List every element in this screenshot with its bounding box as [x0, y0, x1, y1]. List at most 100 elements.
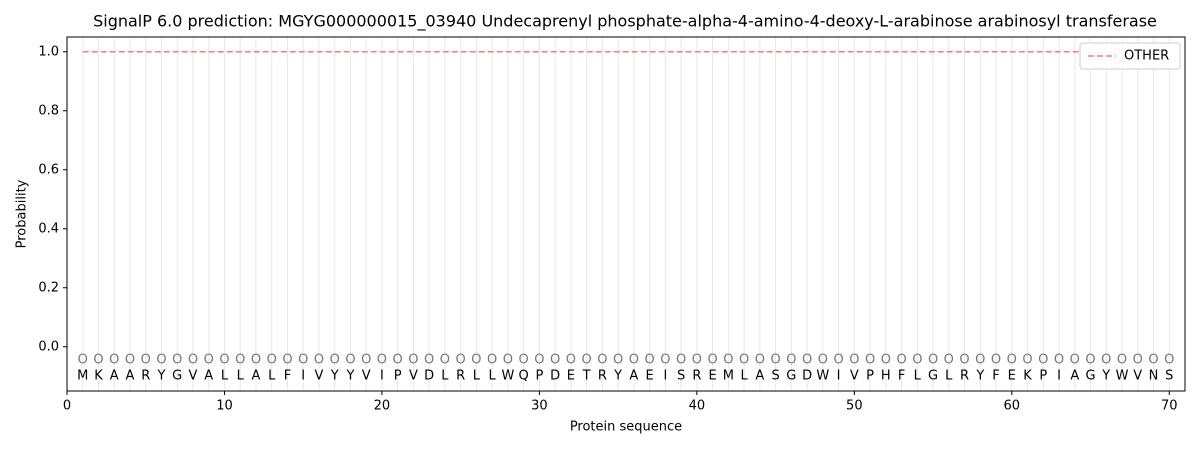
residue-label: G: [1085, 369, 1095, 384]
state-label: O: [1038, 353, 1048, 368]
residue-label: A: [1070, 369, 1079, 384]
state-label: O: [597, 353, 607, 368]
y-tick-label: 0.4: [38, 221, 59, 236]
state-label: O: [456, 353, 466, 368]
state-label: O: [408, 353, 418, 368]
residue-label: V: [409, 369, 418, 384]
residue-label: V: [1133, 369, 1142, 384]
residue-label: S: [677, 369, 685, 384]
state-label: O: [818, 353, 828, 368]
state-label: O: [1148, 353, 1158, 368]
residue-label: G: [928, 369, 938, 384]
residue-label: V: [850, 369, 859, 384]
residue-label: R: [692, 369, 701, 384]
state-label: O: [471, 353, 481, 368]
state-label: O: [267, 353, 277, 368]
state-label: O: [1022, 353, 1032, 368]
residue-label: S: [771, 369, 779, 384]
state-label: O: [975, 353, 985, 368]
y-tick-label: 0.8: [38, 103, 59, 118]
residue-label: L: [740, 369, 748, 384]
residue-label: P: [535, 369, 543, 384]
residue-label: D: [424, 369, 434, 384]
state-label: O: [912, 353, 922, 368]
chart-title: SignalP 6.0 prediction: MGYG000000015_03…: [93, 12, 1157, 32]
residue-label: A: [629, 369, 638, 384]
residue-label: S: [1165, 369, 1173, 384]
y-tick-label: 1.0: [38, 44, 59, 59]
state-label: O: [676, 353, 686, 368]
residue-label: M: [77, 369, 88, 384]
state-label: O: [959, 353, 969, 368]
state-label: O: [109, 353, 119, 368]
state-label: O: [1054, 353, 1064, 368]
residue-label: T: [582, 369, 591, 384]
residue-label: G: [172, 369, 182, 384]
state-label: O: [78, 353, 88, 368]
state-label: O: [692, 353, 702, 368]
state-label: O: [991, 353, 1001, 368]
state-label: O: [141, 353, 151, 368]
x-tick-label: 50: [846, 399, 863, 414]
x-tick-label: 20: [374, 399, 391, 414]
residue-label: R: [141, 369, 150, 384]
residue-label: H: [881, 369, 891, 384]
residue-label: E: [1008, 369, 1016, 384]
legend-label: OTHER: [1124, 49, 1169, 64]
state-label: O: [188, 353, 198, 368]
state-label: O: [219, 353, 229, 368]
residue-label: N: [1149, 369, 1159, 384]
residue-label: E: [708, 369, 716, 384]
residue-label: K: [94, 369, 103, 384]
residue-label: Y: [157, 369, 166, 384]
state-label: O: [1117, 353, 1127, 368]
residue-label: W: [501, 369, 514, 384]
plot-frame: [66, 36, 1186, 392]
state-label: O: [345, 353, 355, 368]
residue-label: Y: [345, 369, 354, 384]
state-label: O: [377, 353, 387, 368]
residue-label: V: [362, 369, 371, 384]
state-label: O: [156, 353, 166, 368]
state-label: O: [125, 353, 135, 368]
state-label: O: [723, 353, 733, 368]
residue-label: D: [802, 369, 812, 384]
state-label: O: [235, 353, 245, 368]
residue-label: P: [866, 369, 874, 384]
residue-label: R: [598, 369, 607, 384]
residue-label: E: [567, 369, 575, 384]
state-label: O: [298, 353, 308, 368]
state-label: O: [1070, 353, 1080, 368]
residue-label: F: [898, 369, 905, 384]
residue-label: L: [221, 369, 229, 384]
residue-label: I: [301, 369, 305, 384]
residue-label: L: [237, 369, 245, 384]
state-label: O: [440, 353, 450, 368]
state-label: O: [314, 353, 324, 368]
residue-label: A: [204, 369, 213, 384]
state-label: O: [629, 353, 639, 368]
residue-label: A: [110, 369, 119, 384]
residue-label: L: [441, 369, 449, 384]
state-label: O: [645, 353, 655, 368]
y-tick-label: 0.0: [38, 339, 59, 354]
state-label: O: [330, 353, 340, 368]
state-label: O: [1085, 353, 1095, 368]
state-label: O: [424, 353, 434, 368]
state-label: O: [613, 353, 623, 368]
state-label: O: [534, 353, 544, 368]
residue-label: W: [816, 369, 829, 384]
residue-label: I: [380, 369, 384, 384]
residue-label: I: [837, 369, 841, 384]
residue-label: G: [786, 369, 796, 384]
state-label: O: [833, 353, 843, 368]
residue-label: P: [1039, 369, 1047, 384]
y-tick-label: 0.6: [38, 162, 59, 177]
residue-label: L: [268, 369, 276, 384]
state-label: O: [865, 353, 875, 368]
state-label: O: [251, 353, 261, 368]
residue-label: V: [314, 369, 323, 384]
x-tick-label: 30: [531, 399, 548, 414]
x-tick-label: 70: [1161, 399, 1178, 414]
